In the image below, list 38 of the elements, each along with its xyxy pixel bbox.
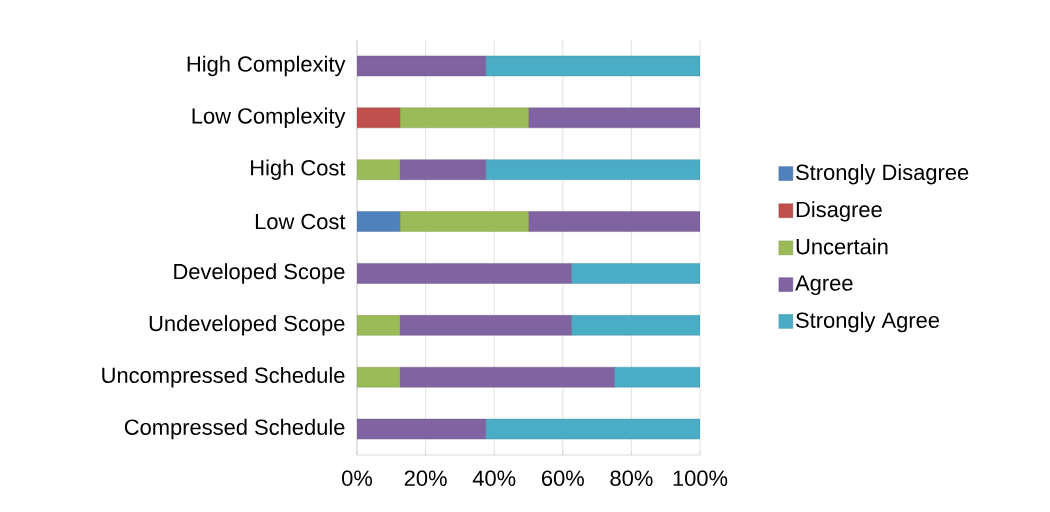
bar bbox=[399, 211, 529, 232]
y-tick-label: Compressed Schedule bbox=[124, 418, 345, 440]
x-tick-label: 80% bbox=[610, 470, 653, 487]
bar bbox=[399, 315, 572, 336]
bar bbox=[614, 366, 700, 388]
bar bbox=[571, 263, 700, 284]
legend-label: Agree bbox=[795, 275, 853, 296]
bar bbox=[399, 366, 615, 388]
legend-label: Strongly Agree bbox=[796, 311, 940, 333]
bar bbox=[485, 159, 700, 180]
bar bbox=[399, 107, 529, 129]
y-tick-label: Developed Scope bbox=[174, 263, 345, 284]
bar bbox=[357, 55, 486, 77]
bar bbox=[528, 107, 700, 129]
bar bbox=[357, 315, 401, 336]
bar bbox=[357, 418, 486, 440]
x-tick-label: 0% bbox=[342, 470, 373, 487]
legend-label: Strongly Disagree bbox=[796, 164, 969, 185]
bar bbox=[357, 263, 572, 284]
bar bbox=[485, 418, 700, 440]
x-tick-label: 20% bbox=[404, 470, 447, 487]
bar bbox=[528, 211, 700, 232]
y-tick-label: Low Complexity bbox=[192, 107, 346, 129]
x-tick-label: 100% bbox=[673, 470, 728, 487]
legend-label: Disagree bbox=[796, 201, 882, 222]
bar bbox=[357, 159, 401, 180]
legend-label: Uncertain bbox=[796, 238, 888, 255]
bar bbox=[399, 159, 486, 180]
bar bbox=[571, 315, 700, 336]
bar bbox=[485, 55, 700, 77]
y-tick-label: Undeveloped Scope bbox=[149, 315, 345, 336]
bar bbox=[357, 366, 401, 388]
y-tick-label: High Cost bbox=[251, 159, 346, 180]
y-tick-label: Low Cost bbox=[255, 213, 346, 230]
y-tick-label: High Complexity bbox=[187, 55, 346, 77]
x-tick-label: 40% bbox=[472, 470, 516, 487]
x-tick-label: 60% bbox=[541, 470, 584, 487]
y-tick-label: Uncompressed Schedule bbox=[102, 366, 345, 388]
